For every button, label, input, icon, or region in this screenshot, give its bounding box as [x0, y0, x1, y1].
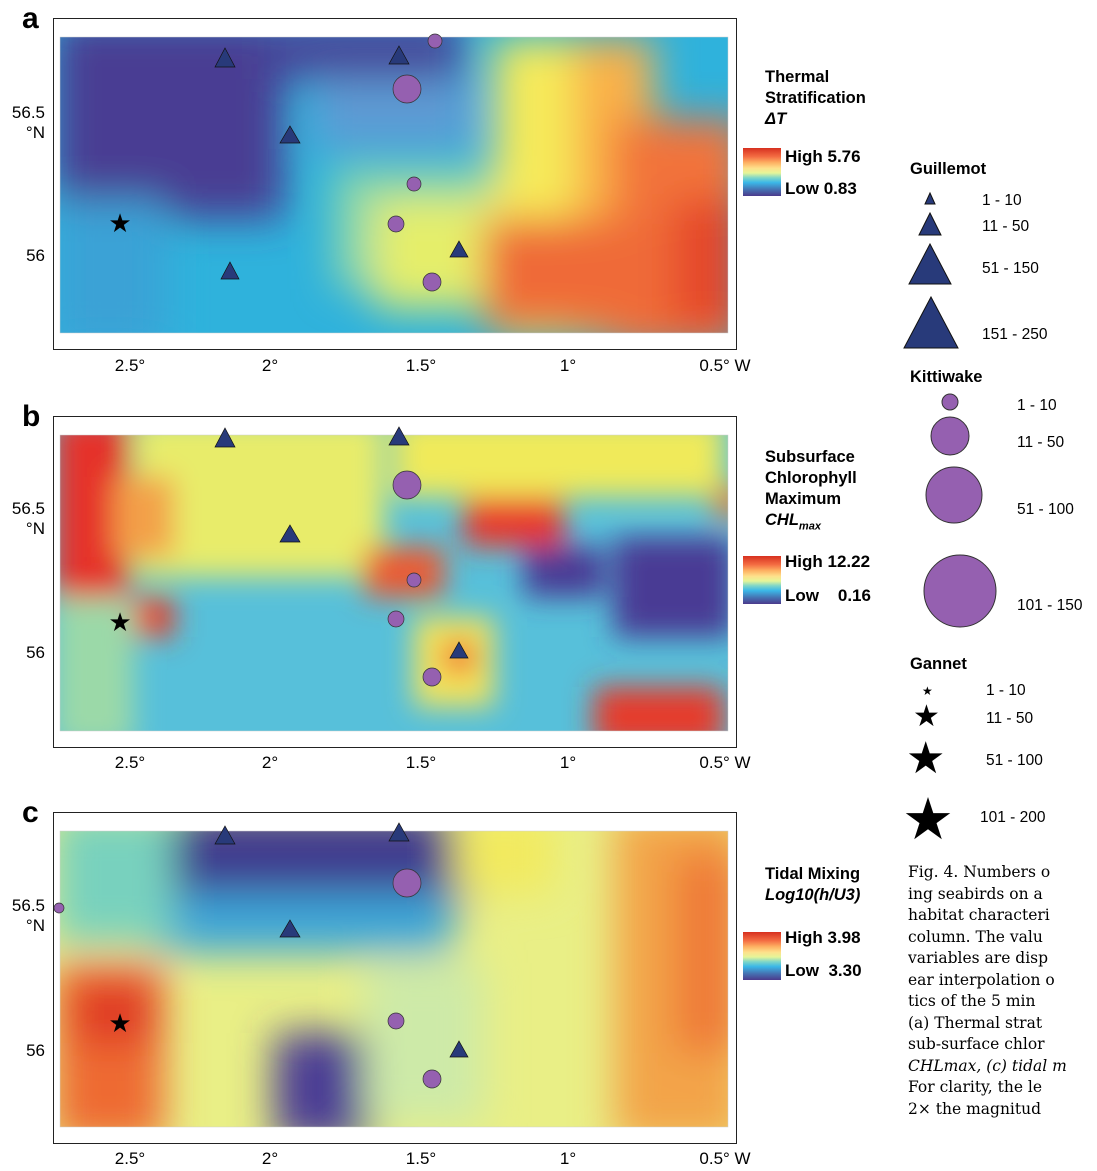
- panel-a-map-svg: ★: [59, 33, 729, 334]
- panel-a-birds: ★: [108, 33, 469, 292]
- guillemot-symbol-11-50-icon: [918, 211, 942, 236]
- panel-a-xtick-15: 1.5°: [405, 356, 437, 375]
- kittiwake-symbol-51-100-icon: [925, 466, 983, 524]
- panel-c-xtick-15: 1.5°: [405, 1149, 437, 1168]
- panel-b-ytick-56: 56: [26, 643, 45, 662]
- panel-c-ytick-56: 56: [26, 1041, 45, 1060]
- panel-a-xtick-05w: 0.5° W: [699, 356, 751, 375]
- guillemot-symbol-51-150-icon: [908, 242, 952, 285]
- panel-a-map: ★: [53, 18, 737, 350]
- panel-c-ytick-north: °N: [25, 916, 45, 935]
- panel-b-xtick-05w: 0.5° W: [699, 753, 751, 772]
- guillemot-range-1: 1 - 10: [982, 192, 1022, 209]
- panel-c-variable-title: Tidal Mixing Log10(h/U3): [765, 865, 861, 904]
- panel-b-low-label: Low 0.16: [785, 586, 871, 605]
- gannet-range-1: 1 - 10: [986, 682, 1026, 699]
- panel-a-low-label: Low 0.83: [785, 179, 857, 198]
- legend-guillemot-title: Guillemot: [910, 160, 987, 178]
- panel-b-ytick-north: °N: [25, 519, 45, 538]
- panel-a-ytick-565: 56.5: [11, 103, 45, 122]
- panel-c-map: ★: [53, 812, 737, 1144]
- panel-b-map-svg: ★: [59, 426, 729, 732]
- panel-a-letter: a: [22, 2, 39, 35]
- panel-a-high-label: High 5.76: [785, 147, 861, 166]
- panel-c-map-svg: ★: [54, 822, 729, 1128]
- panel-c-letter: c: [22, 796, 39, 829]
- guillemot-range-4: 151 - 250: [982, 326, 1048, 343]
- kittiwake-range-1: 1 - 10: [1017, 397, 1057, 414]
- gannet-symbol-11-50-icon: ★: [913, 699, 940, 734]
- gannet-symbol-1-10-icon: ★: [922, 684, 933, 698]
- guillemot-symbol-151-250-icon: [903, 295, 959, 349]
- panel-c-low-label: Low 3.30: [785, 961, 862, 980]
- panel-c-xtick-2: 2°: [261, 1149, 279, 1168]
- panel-b-ytick-565: 56.5: [11, 499, 45, 518]
- panel-c-xtick-05w: 0.5° W: [699, 1149, 751, 1168]
- panel-b-xtick-25: 2.5°: [114, 753, 146, 772]
- guillemot-range-3: 51 - 150: [982, 260, 1039, 277]
- figure-caption: Fig. 4. Numbers o ing seabirds on a habi…: [908, 863, 1067, 1118]
- gannet-symbol-101-200-icon: ★: [902, 785, 954, 853]
- legend-kittiwake-title: Kittiwake: [910, 368, 983, 386]
- panel-c-ytick-565: 56.5: [11, 896, 45, 915]
- gannet-symbol-51-100-icon: ★: [906, 733, 946, 784]
- panel-b-colorbar: [743, 556, 781, 604]
- kittiwake-range-2: 11 - 50: [1017, 434, 1065, 451]
- svg-text:★: ★: [108, 1009, 131, 1039]
- kittiwake-range-3: 51 - 100: [1017, 501, 1074, 518]
- panel-b-letter: b: [22, 400, 41, 433]
- panel-b-map: ★: [53, 416, 737, 748]
- gannet-range-4: 101 - 200: [980, 809, 1046, 826]
- kittiwake-symbol-1-10-icon: [941, 393, 959, 411]
- panel-b-birds: ★: [108, 426, 469, 687]
- panel-c-colorbar: [743, 932, 781, 980]
- gannet-range-2: 11 - 50: [986, 710, 1034, 727]
- gannet-range-3: 51 - 100: [986, 752, 1043, 769]
- panel-b-high-label: High 12.22: [785, 552, 871, 571]
- kittiwake-symbol-101-150-icon: [923, 554, 997, 628]
- panel-c-birds: ★: [54, 822, 469, 1089]
- panel-b-xtick-1: 1°: [559, 753, 577, 772]
- panel-b-xtick-15: 1.5°: [405, 753, 437, 772]
- panel-c-xtick-25: 2.5°: [114, 1149, 146, 1168]
- panel-a-variable-title: Thermal Stratification ΔT: [765, 68, 866, 128]
- panel-a-ytick-north: °N: [25, 123, 45, 142]
- svg-text:★: ★: [108, 608, 131, 638]
- panel-c-xtick-1: 1°: [559, 1149, 577, 1168]
- guillemot-range-2: 11 - 50: [982, 218, 1030, 235]
- panel-a-colorbar: [743, 148, 781, 196]
- panel-a-xtick-2: 2°: [261, 356, 279, 375]
- panel-b-variable-title: Subsurface Chlorophyll Maximum CHLmax: [765, 448, 857, 533]
- guillemot-symbol-1-10-icon: [924, 191, 936, 205]
- panel-c-high-label: High 3.98: [785, 928, 861, 947]
- kittiwake-range-4: 101 - 150: [1017, 597, 1083, 614]
- svg-text:★: ★: [108, 209, 131, 239]
- panel-a-xtick-25: 2.5°: [114, 356, 146, 375]
- legend-gannet-title: Gannet: [910, 655, 967, 673]
- panel-b-xtick-2: 2°: [261, 753, 279, 772]
- panel-a-ytick-56: 56: [26, 246, 45, 265]
- kittiwake-symbol-11-50-icon: [930, 416, 970, 456]
- panel-a-xtick-1: 1°: [559, 356, 577, 375]
